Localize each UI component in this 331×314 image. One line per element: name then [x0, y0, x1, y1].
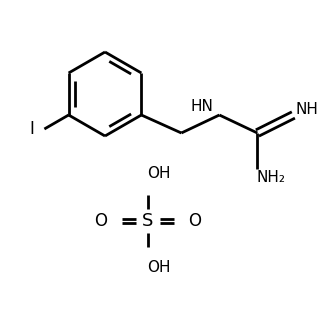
Text: NH₂: NH₂ [257, 171, 286, 186]
Text: OH: OH [147, 261, 171, 275]
Text: S: S [142, 212, 154, 230]
Text: I: I [29, 120, 34, 138]
Text: O: O [94, 212, 108, 230]
Text: OH: OH [147, 166, 171, 181]
Text: HN: HN [191, 99, 214, 114]
Text: NH: NH [296, 102, 319, 117]
Text: O: O [188, 212, 202, 230]
